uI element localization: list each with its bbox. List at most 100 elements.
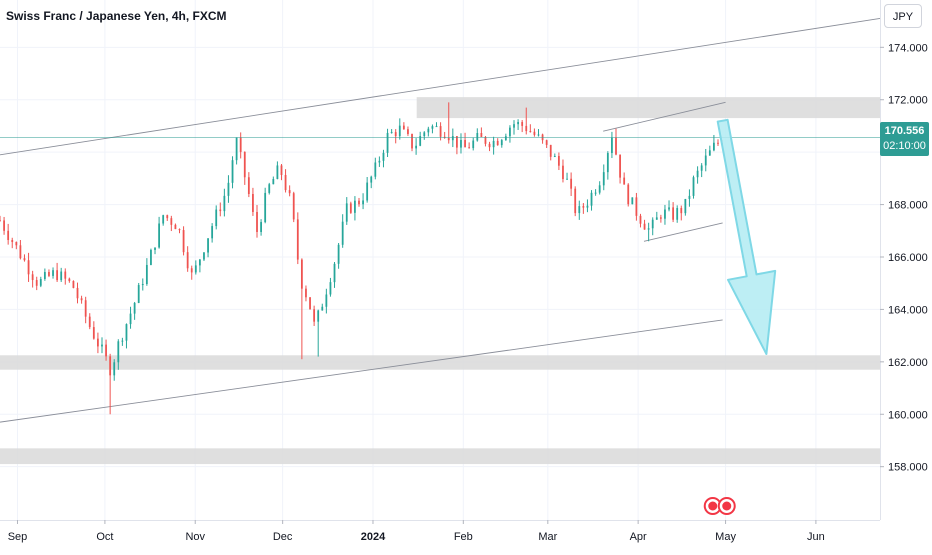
- events-marker[interactable]: [703, 497, 736, 515]
- candle-body: [296, 219, 299, 260]
- currency-button[interactable]: JPY: [884, 4, 922, 28]
- events-eyes-icon[interactable]: [703, 497, 736, 515]
- candle-body: [472, 140, 475, 149]
- candle-body: [594, 192, 597, 194]
- candle-body: [19, 245, 22, 259]
- candle-body: [586, 205, 589, 208]
- candle-body: [549, 144, 552, 157]
- candle-body: [492, 140, 495, 148]
- candle-body: [358, 200, 360, 205]
- candle-body: [557, 155, 560, 166]
- candle-body: [664, 209, 666, 219]
- candle-body: [553, 155, 556, 157]
- candle-body: [631, 197, 634, 205]
- candle-body: [374, 162, 377, 177]
- candle-body: [215, 209, 218, 227]
- x-tick-label: Oct: [96, 531, 113, 543]
- candle-body: [207, 238, 209, 253]
- candle-body: [190, 268, 193, 273]
- price-zone: [416, 97, 880, 119]
- candle-body: [676, 208, 679, 220]
- candle-body: [15, 242, 18, 246]
- candle-body: [349, 203, 352, 213]
- y-tick-label: 164.000: [888, 304, 928, 316]
- trendline: [603, 101, 726, 132]
- candle-body: [394, 132, 397, 137]
- candle-body: [390, 132, 393, 134]
- candle-body: [309, 297, 311, 310]
- candle-body: [300, 259, 303, 289]
- candle-body: [27, 260, 30, 275]
- candle-body: [256, 211, 258, 232]
- candle-body: [84, 300, 87, 317]
- x-tick-label: Feb: [454, 531, 473, 543]
- candle-body: [252, 194, 254, 212]
- candle-body: [121, 340, 124, 342]
- candle-body: [354, 200, 356, 213]
- candle-body: [651, 219, 654, 229]
- candle-body: [186, 252, 189, 269]
- candle-body: [272, 179, 275, 185]
- price-zone: [0, 355, 880, 370]
- trendline: [643, 222, 723, 242]
- candle-body: [52, 270, 54, 276]
- x-tick-label: May: [715, 531, 736, 543]
- candle-body: [615, 137, 617, 155]
- candle-body: [423, 132, 426, 137]
- projection-arrow-shape: [716, 118, 777, 355]
- candle-body: [635, 197, 638, 216]
- candle-body: [68, 278, 71, 282]
- candle-body: [203, 252, 205, 260]
- candle-body: [166, 215, 169, 219]
- y-axis: 158.000 160.000 162.000 164.000 166.000 168.0…: [880, 0, 932, 550]
- candle-body: [606, 153, 609, 173]
- candle-body: [504, 136, 507, 141]
- candle-body: [496, 140, 499, 146]
- candle-body: [672, 207, 675, 220]
- candle-body: [72, 281, 75, 288]
- projection-arrow: [716, 118, 777, 355]
- x-axis-background: [0, 520, 932, 550]
- candle-body: [439, 126, 442, 137]
- candle-body: [325, 294, 328, 307]
- candle-body: [688, 195, 691, 199]
- candle-body: [329, 282, 332, 295]
- candle-body: [529, 131, 532, 133]
- candle-body: [43, 272, 46, 279]
- candle-body: [533, 131, 536, 135]
- eye-pupil: [708, 501, 718, 511]
- candle-body: [521, 122, 524, 126]
- candle-body: [659, 217, 662, 219]
- candle-body: [562, 165, 564, 180]
- price-zone: [0, 448, 880, 465]
- candle-body: [668, 207, 670, 210]
- candle-body: [382, 152, 385, 161]
- x-tick-label: Jun: [807, 531, 825, 543]
- candle-body: [431, 126, 434, 129]
- candle-body: [362, 200, 364, 205]
- candle-body: [627, 184, 630, 205]
- candle-body: [476, 133, 479, 141]
- candle-body: [623, 177, 626, 185]
- candle-body: [619, 154, 621, 178]
- candle-body: [92, 327, 95, 339]
- candle-body: [7, 230, 10, 241]
- candle-body: [292, 193, 295, 220]
- candle-body: [402, 125, 405, 130]
- candle-body: [129, 313, 132, 325]
- candle-body: [231, 160, 234, 183]
- candle-body: [80, 298, 83, 301]
- candle-body: [456, 136, 458, 148]
- candle-body: [386, 132, 389, 153]
- candle-body: [464, 139, 466, 148]
- candles: [0, 102, 723, 415]
- candle-body: [611, 137, 613, 154]
- candle-body: [284, 174, 287, 191]
- candle-body: [223, 195, 226, 212]
- candle-body: [101, 344, 103, 347]
- candle-body: [378, 160, 381, 163]
- x-axis: Sep Oct Nov Dec 2024 Feb Mar Apr May Jun: [0, 520, 932, 550]
- candle-body: [317, 310, 320, 322]
- candle-body: [419, 136, 422, 146]
